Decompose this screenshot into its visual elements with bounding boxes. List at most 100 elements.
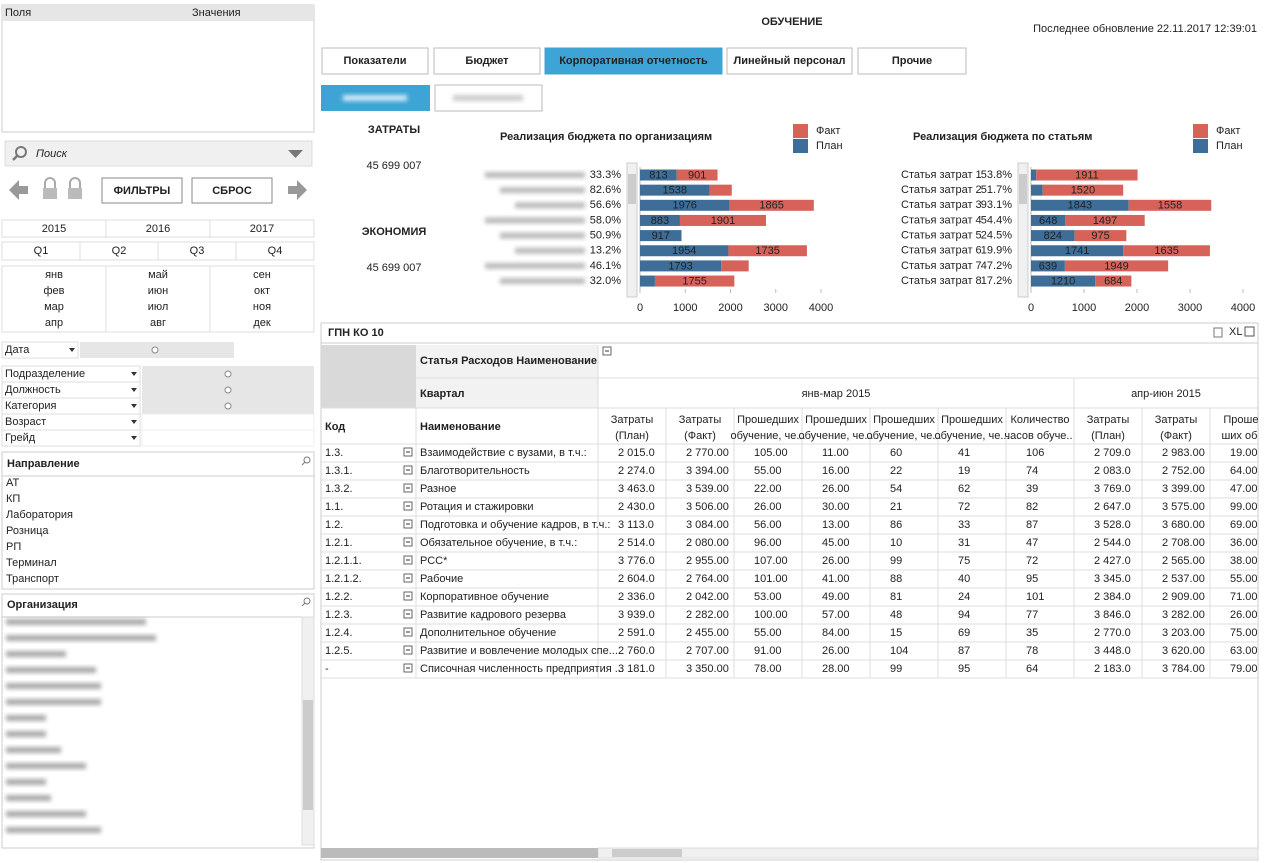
quarter-cell[interactable]: Q1: [1, 241, 81, 261]
h-scrollbar-thumb[interactable]: [612, 849, 682, 857]
month-label[interactable]: фев: [43, 285, 64, 297]
tab-frame[interactable]: [544, 47, 723, 75]
period-header: апр-июн 2015: [1131, 388, 1201, 400]
cell-value: 2 537.00: [1162, 573, 1205, 585]
month-label[interactable]: сен: [253, 269, 271, 281]
kpi: ЗАТРАТЫ 45 699 007: [366, 124, 421, 172]
month-label[interactable]: май: [148, 269, 168, 281]
tab-label[interactable]: Линейный персонал: [734, 55, 846, 67]
scrollbar-thumb[interactable]: [303, 700, 313, 810]
tab-label[interactable]: Корпоративная отчетность: [559, 55, 708, 67]
tab[interactable]: Линейный персонал: [726, 47, 853, 75]
quarter-label[interactable]: Q2: [112, 245, 127, 257]
button-label[interactable]: ФИЛЬТРЫ: [114, 185, 171, 197]
list-item[interactable]: Розница: [6, 525, 49, 537]
tab[interactable]: Показатели: [321, 47, 429, 75]
tab-label[interactable]: Бюджет: [465, 55, 509, 67]
month-label[interactable]: ноя: [253, 301, 271, 313]
dimension-slider: [141, 413, 315, 431]
button-label[interactable]: СБРОС: [212, 185, 252, 197]
tab[interactable]: Бюджет: [433, 47, 541, 75]
list-item[interactable]: РП: [6, 541, 21, 553]
cell-value: 62: [958, 483, 970, 495]
dimension-row[interactable]: Категория: [1, 397, 314, 415]
list-item[interactable]: КП: [6, 493, 20, 505]
month-label[interactable]: дек: [253, 317, 271, 329]
tab-label[interactable]: Показатели: [343, 55, 406, 67]
dimension-label[interactable]: Возраст: [5, 416, 46, 428]
quarter-label[interactable]: Q3: [190, 245, 205, 257]
year-cell[interactable]: 2017: [209, 219, 315, 238]
bar-value-label: 1949: [1104, 260, 1128, 272]
month-label[interactable]: июл: [148, 301, 169, 313]
list-item[interactable]: Терминал: [6, 557, 57, 569]
print-icon[interactable]: [1213, 327, 1223, 338]
button[interactable]: СБРОС: [191, 177, 273, 204]
month-label[interactable]: янв: [45, 269, 63, 281]
tab-frame[interactable]: [857, 47, 967, 75]
dimension-dropdown[interactable]: [1, 429, 141, 447]
tab-label[interactable]: Прочие: [892, 55, 932, 67]
month-label[interactable]: июн: [148, 285, 168, 297]
quarter-label[interactable]: Q1: [34, 245, 49, 257]
quarter-label[interactable]: Q4: [268, 245, 283, 257]
date-dropdown[interactable]: [1, 341, 79, 359]
date-filter[interactable]: Дата: [1, 341, 234, 359]
year-label[interactable]: 2017: [250, 223, 274, 235]
list-item[interactable]: Транспорт: [6, 573, 59, 585]
cell-value: 78.00: [754, 663, 782, 675]
scrollbar-thumb[interactable]: [628, 174, 636, 204]
search-box[interactable]: Поиск: [4, 140, 313, 167]
button[interactable]: ФИЛЬТРЫ: [101, 177, 183, 204]
quarter-cell[interactable]: Q3: [157, 241, 237, 261]
cell-value: 55.00: [754, 465, 782, 477]
cell-value: 3 282.00: [1162, 609, 1205, 621]
export-label[interactable]: XL: [1229, 326, 1242, 338]
year-cell[interactable]: 2016: [105, 219, 211, 238]
subtab[interactable]: [321, 85, 430, 111]
month-label[interactable]: мар: [44, 301, 64, 313]
blurred-category: [500, 278, 585, 285]
lock-icon[interactable]: [68, 177, 82, 199]
year-cell[interactable]: 2015: [1, 219, 107, 238]
dimension-label[interactable]: Подразделение: [5, 368, 85, 380]
bar-segment: [1031, 199, 1129, 211]
year-label[interactable]: 2016: [146, 223, 170, 235]
cell[interactable]: [209, 219, 315, 238]
tab-frame[interactable]: [321, 47, 429, 75]
forward-arrow[interactable]: [288, 180, 307, 200]
year-label[interactable]: 2015: [42, 223, 66, 235]
dimension-label[interactable]: Должность: [5, 384, 61, 396]
quarter-cell[interactable]: Q4: [235, 241, 315, 261]
button-frame[interactable]: [191, 177, 273, 204]
tab-frame[interactable]: [726, 47, 853, 75]
tab[interactable]: Прочие: [857, 47, 967, 75]
dimension-label[interactable]: Категория: [5, 400, 56, 412]
tab-frame[interactable]: [433, 47, 541, 75]
quarter-cell[interactable]: Q2: [79, 241, 159, 261]
dimension-row[interactable]: Должность: [1, 381, 314, 399]
tab[interactable]: Корпоративная отчетность: [544, 47, 723, 75]
scrollbar-thumb[interactable]: [1019, 174, 1027, 204]
button-frame[interactable]: [101, 177, 183, 204]
dimension-row[interactable]: Подразделение: [1, 365, 314, 383]
bar-segment: [640, 199, 730, 211]
date-label[interactable]: Дата: [5, 344, 30, 356]
search-field[interactable]: [4, 140, 313, 167]
month-label[interactable]: апр: [45, 317, 63, 329]
subtab[interactable]: [434, 84, 543, 112]
dimension-row[interactable]: Возраст: [1, 413, 315, 431]
cell[interactable]: [235, 241, 315, 261]
back-arrow[interactable]: [9, 180, 28, 200]
month-label[interactable]: авг: [150, 317, 166, 329]
bar-value-label: 684: [1104, 275, 1122, 287]
maximize-icon[interactable]: [1244, 326, 1255, 337]
list-item[interactable]: Лаборатория: [6, 509, 73, 521]
x-tick-label: 4000: [1231, 302, 1255, 314]
dimension-label[interactable]: Грейд: [5, 432, 36, 444]
lock-icon[interactable]: [43, 177, 57, 199]
month-label[interactable]: окт: [254, 285, 270, 297]
cell-value: 2 707.00: [686, 645, 729, 657]
list-item[interactable]: АТ: [6, 477, 19, 489]
dimension-row[interactable]: Грейд: [1, 429, 315, 447]
